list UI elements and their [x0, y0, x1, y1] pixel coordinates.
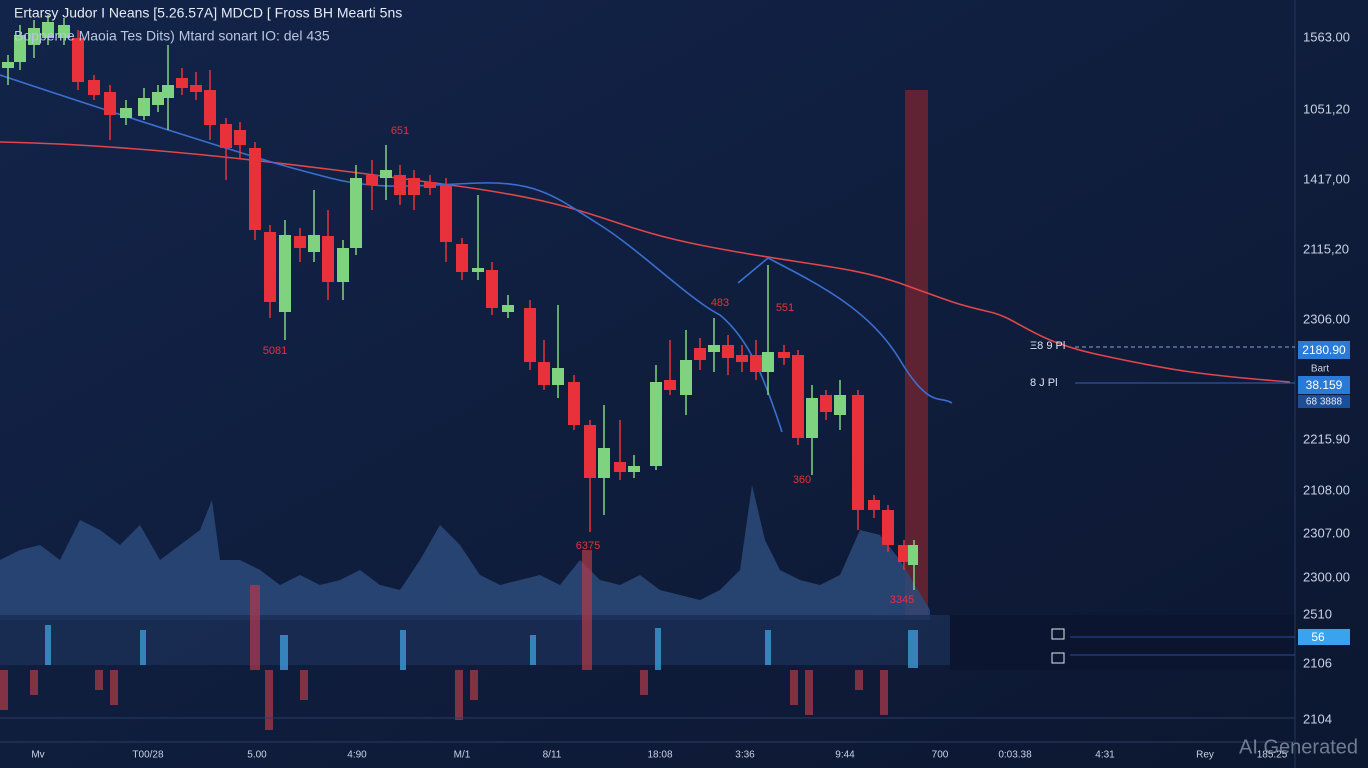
price-tag — [1298, 629, 1350, 645]
price-label: 2215.90 — [1303, 431, 1350, 446]
time-label: Mv — [31, 750, 44, 761]
price-label: 2104 — [1303, 711, 1332, 726]
price-tag-text: 2180.90 — [1302, 343, 1346, 357]
time-label: T00/28 — [132, 750, 164, 761]
indicator-panel-right — [950, 615, 1295, 670]
price-label: 2307.00 — [1303, 525, 1350, 540]
time-label: 9:44 — [835, 750, 855, 761]
panel-icon — [1051, 652, 1065, 664]
annotation: 6375 — [576, 540, 600, 552]
annotation: 5081 — [263, 345, 287, 357]
price-label: 2108.00 — [1303, 482, 1350, 497]
time-label: 5.00 — [247, 750, 267, 761]
time-label: 700 — [932, 750, 949, 761]
annotation: 551 — [776, 302, 794, 314]
time-label: 0:03.38 — [998, 750, 1032, 761]
time-label: 185:25 — [1257, 750, 1288, 761]
time-label: 4:90 — [347, 750, 367, 761]
time-label: 8/11 — [543, 750, 562, 761]
panel-icon — [1051, 628, 1065, 640]
volume-area — [0, 485, 930, 620]
price-label: 1051,20 — [1303, 101, 1350, 116]
price-label: 2510 — [1303, 606, 1332, 621]
chart-title: Ertarsy Judor I Neans [5.26.57A] MDCD [ … — [14, 5, 402, 21]
price-tag-caption: 68 3888 — [1306, 397, 1343, 408]
annotation: 483 — [711, 297, 729, 309]
price-label: 2106 — [1303, 655, 1332, 670]
price-marker: Ξ8 9 Pl — [1030, 340, 1065, 352]
annotation: 360 — [793, 474, 811, 486]
price-tag — [1298, 341, 1350, 359]
chart-subtitle: Bopperne Maoia Tes Dits) Mtard sonart IO… — [14, 28, 330, 44]
price-marker: 8 J Pl — [1030, 377, 1058, 389]
time-label: Rey — [1196, 750, 1214, 761]
slow-average — [0, 141, 1291, 383]
indicator-panel — [0, 615, 950, 665]
time-label: 18:08 — [647, 750, 672, 761]
price-label: 1417,00 — [1303, 171, 1350, 186]
fast-average — [0, 74, 953, 433]
price-tag-caption: Bart — [1311, 364, 1330, 375]
time-label: 3:36 — [735, 750, 755, 761]
annotation: 3345 — [890, 594, 914, 606]
watermark: AI Generated — [1239, 736, 1358, 758]
price-label: 2306.00 — [1303, 311, 1350, 326]
price-tag-text: 38.159 — [1306, 378, 1343, 392]
price-tag — [1298, 376, 1350, 394]
time-label: M/1 — [454, 750, 471, 761]
price-label: 1563.00 — [1303, 29, 1350, 44]
highlight-band — [905, 90, 928, 620]
bear-bodies — [72, 38, 910, 562]
price-label: 2115,20 — [1303, 241, 1349, 256]
price-tag-text: 56 — [1311, 630, 1325, 644]
time-label: 4:31 — [1095, 750, 1115, 761]
price-tag — [1298, 395, 1350, 408]
price-label: 2300.00 — [1303, 569, 1350, 584]
annotation: 651 — [391, 125, 409, 137]
